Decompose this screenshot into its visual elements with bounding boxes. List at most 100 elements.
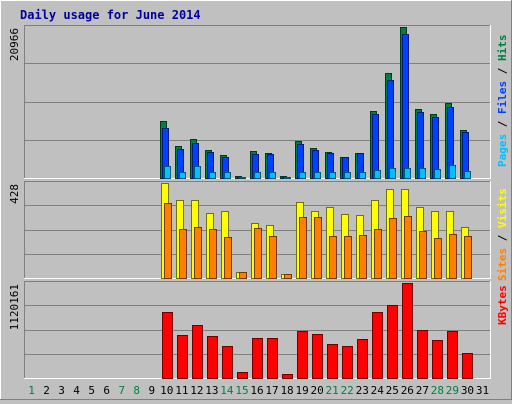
panel-visits: 428 <box>8 181 491 279</box>
bar-hits-pages-day-26 <box>404 168 411 179</box>
legend-hits: Pages / Files / Hits <box>496 35 509 168</box>
day-label-10: 10 <box>160 384 173 397</box>
bar-visits-sites-day-27 <box>419 231 427 279</box>
bar-hits-pages-day-10 <box>164 166 171 179</box>
day-label-27: 27 <box>416 384 429 397</box>
day-label-19: 19 <box>295 384 308 397</box>
bar-kbytes-kbytes-day-19 <box>297 331 308 379</box>
day-label-14: 14 <box>220 384 234 397</box>
legend-separator: / <box>496 61 509 81</box>
bar-hits-files-day-26 <box>402 34 409 179</box>
bar-visits-sites-day-10 <box>164 203 172 279</box>
bar-hits-pages-day-15 <box>239 177 246 179</box>
legend-kbytes: KBytes <box>496 285 509 325</box>
day-label-11: 11 <box>175 384 188 397</box>
bar-hits-pages-day-18 <box>284 177 291 179</box>
bar-kbytes-kbytes-day-18 <box>282 374 293 379</box>
bar-kbytes-kbytes-day-29 <box>447 331 458 379</box>
bar-kbytes-kbytes-day-23 <box>357 339 368 379</box>
legend-item-files: Files <box>496 81 509 114</box>
bar-visits-sites-day-28 <box>434 238 442 279</box>
bar-hits-pages-day-23 <box>359 172 366 179</box>
day-label-24: 24 <box>371 384 385 397</box>
legend-separator: / <box>496 228 509 248</box>
legend-separator: / <box>496 114 509 134</box>
day-label-1: 1 <box>28 384 35 397</box>
bar-hits-pages-day-14 <box>224 172 231 179</box>
bar-hits-pages-day-27 <box>419 168 426 179</box>
bar-visits-sites-day-21 <box>329 236 337 279</box>
day-label-5: 5 <box>88 384 95 397</box>
day-label-17: 17 <box>265 384 278 397</box>
bar-visits-sites-day-22 <box>344 236 352 279</box>
bar-visits-sites-day-11 <box>179 229 187 279</box>
bar-kbytes-kbytes-day-22 <box>342 346 353 379</box>
bar-hits-pages-day-25 <box>389 168 396 179</box>
day-label-23: 23 <box>356 384 369 397</box>
bar-hits-pages-day-17 <box>269 172 276 179</box>
bar-hits-pages-day-22 <box>344 172 351 179</box>
bar-visits-sites-day-26 <box>404 216 412 279</box>
bar-visits-sites-day-12 <box>194 227 202 279</box>
day-label-9: 9 <box>148 384 155 397</box>
bar-hits-pages-day-21 <box>329 172 336 179</box>
day-label-25: 25 <box>386 384 399 397</box>
day-label-28: 28 <box>431 384 444 397</box>
bar-kbytes-kbytes-day-25 <box>387 305 398 379</box>
bar-kbytes-kbytes-day-26 <box>402 283 413 379</box>
day-label-2: 2 <box>43 384 50 397</box>
day-label-12: 12 <box>190 384 203 397</box>
bar-hits-pages-day-29 <box>449 165 456 179</box>
day-label-4: 4 <box>73 384 80 397</box>
bar-hits-pages-day-11 <box>179 172 186 179</box>
bar-hits-pages-day-13 <box>209 172 216 179</box>
bar-hits-files-day-25 <box>387 80 394 179</box>
bar-visits-sites-day-20 <box>314 217 322 279</box>
day-label-31: 31 <box>476 384 489 397</box>
day-label-20: 20 <box>311 384 324 397</box>
bar-hits-pages-day-30 <box>464 171 471 179</box>
bar-visits-sites-day-14 <box>224 237 232 279</box>
bar-hits-pages-day-24 <box>374 170 381 179</box>
bar-kbytes-kbytes-day-20 <box>312 334 323 379</box>
legend-item-sites: Sites <box>496 248 509 281</box>
bar-kbytes-kbytes-day-21 <box>327 344 338 379</box>
bar-visits-sites-day-29 <box>449 234 457 279</box>
bar-visits-sites-day-15 <box>239 272 247 279</box>
bar-visits-sites-day-30 <box>464 236 472 279</box>
bar-hits-pages-day-19 <box>299 172 306 179</box>
day-label-8: 8 <box>133 384 140 397</box>
legend-item-kbytes: KBytes <box>496 285 509 325</box>
panel-hits: 20966 <box>8 25 491 179</box>
bar-hits-files-day-24 <box>372 114 379 179</box>
bar-kbytes-kbytes-day-10 <box>162 312 173 379</box>
day-axis: 1 2 3 4 5 6 7 8 9 10 11 12 13 14 15 16 17 18 19 20 21 22 23 24 2… <box>28 384 489 397</box>
bar-kbytes-kbytes-day-17 <box>267 338 278 379</box>
day-label-15: 15 <box>235 384 248 397</box>
legend-item-visits: Visits <box>496 188 509 228</box>
bar-visits-sites-day-17 <box>269 236 277 279</box>
panel-kbytes: 1120161 <box>8 281 491 379</box>
bar-hits-pages-day-16 <box>254 172 261 179</box>
day-label-6: 6 <box>103 384 110 397</box>
day-label-16: 16 <box>250 384 263 397</box>
bar-visits-sites-day-13 <box>209 229 217 279</box>
legend-item-hits: Hits <box>496 35 509 62</box>
bar-kbytes-kbytes-day-30 <box>462 353 473 379</box>
day-label-3: 3 <box>58 384 65 397</box>
day-label-22: 22 <box>341 384 354 397</box>
day-label-13: 13 <box>205 384 218 397</box>
day-label-26: 26 <box>401 384 414 397</box>
bar-hits-pages-day-12 <box>194 166 201 179</box>
bar-visits-sites-day-25 <box>389 218 397 279</box>
bar-visits-sites-day-16 <box>254 228 262 279</box>
bar-hits-pages-day-28 <box>434 169 441 179</box>
day-label-29: 29 <box>446 384 459 397</box>
bar-kbytes-kbytes-day-28 <box>432 340 443 379</box>
bar-kbytes-kbytes-day-13 <box>207 336 218 379</box>
chart-title: Daily usage for June 2014 <box>20 8 201 22</box>
legend-visits: Sites / Visits <box>496 188 509 281</box>
legend-item-pages: Pages <box>496 134 509 167</box>
